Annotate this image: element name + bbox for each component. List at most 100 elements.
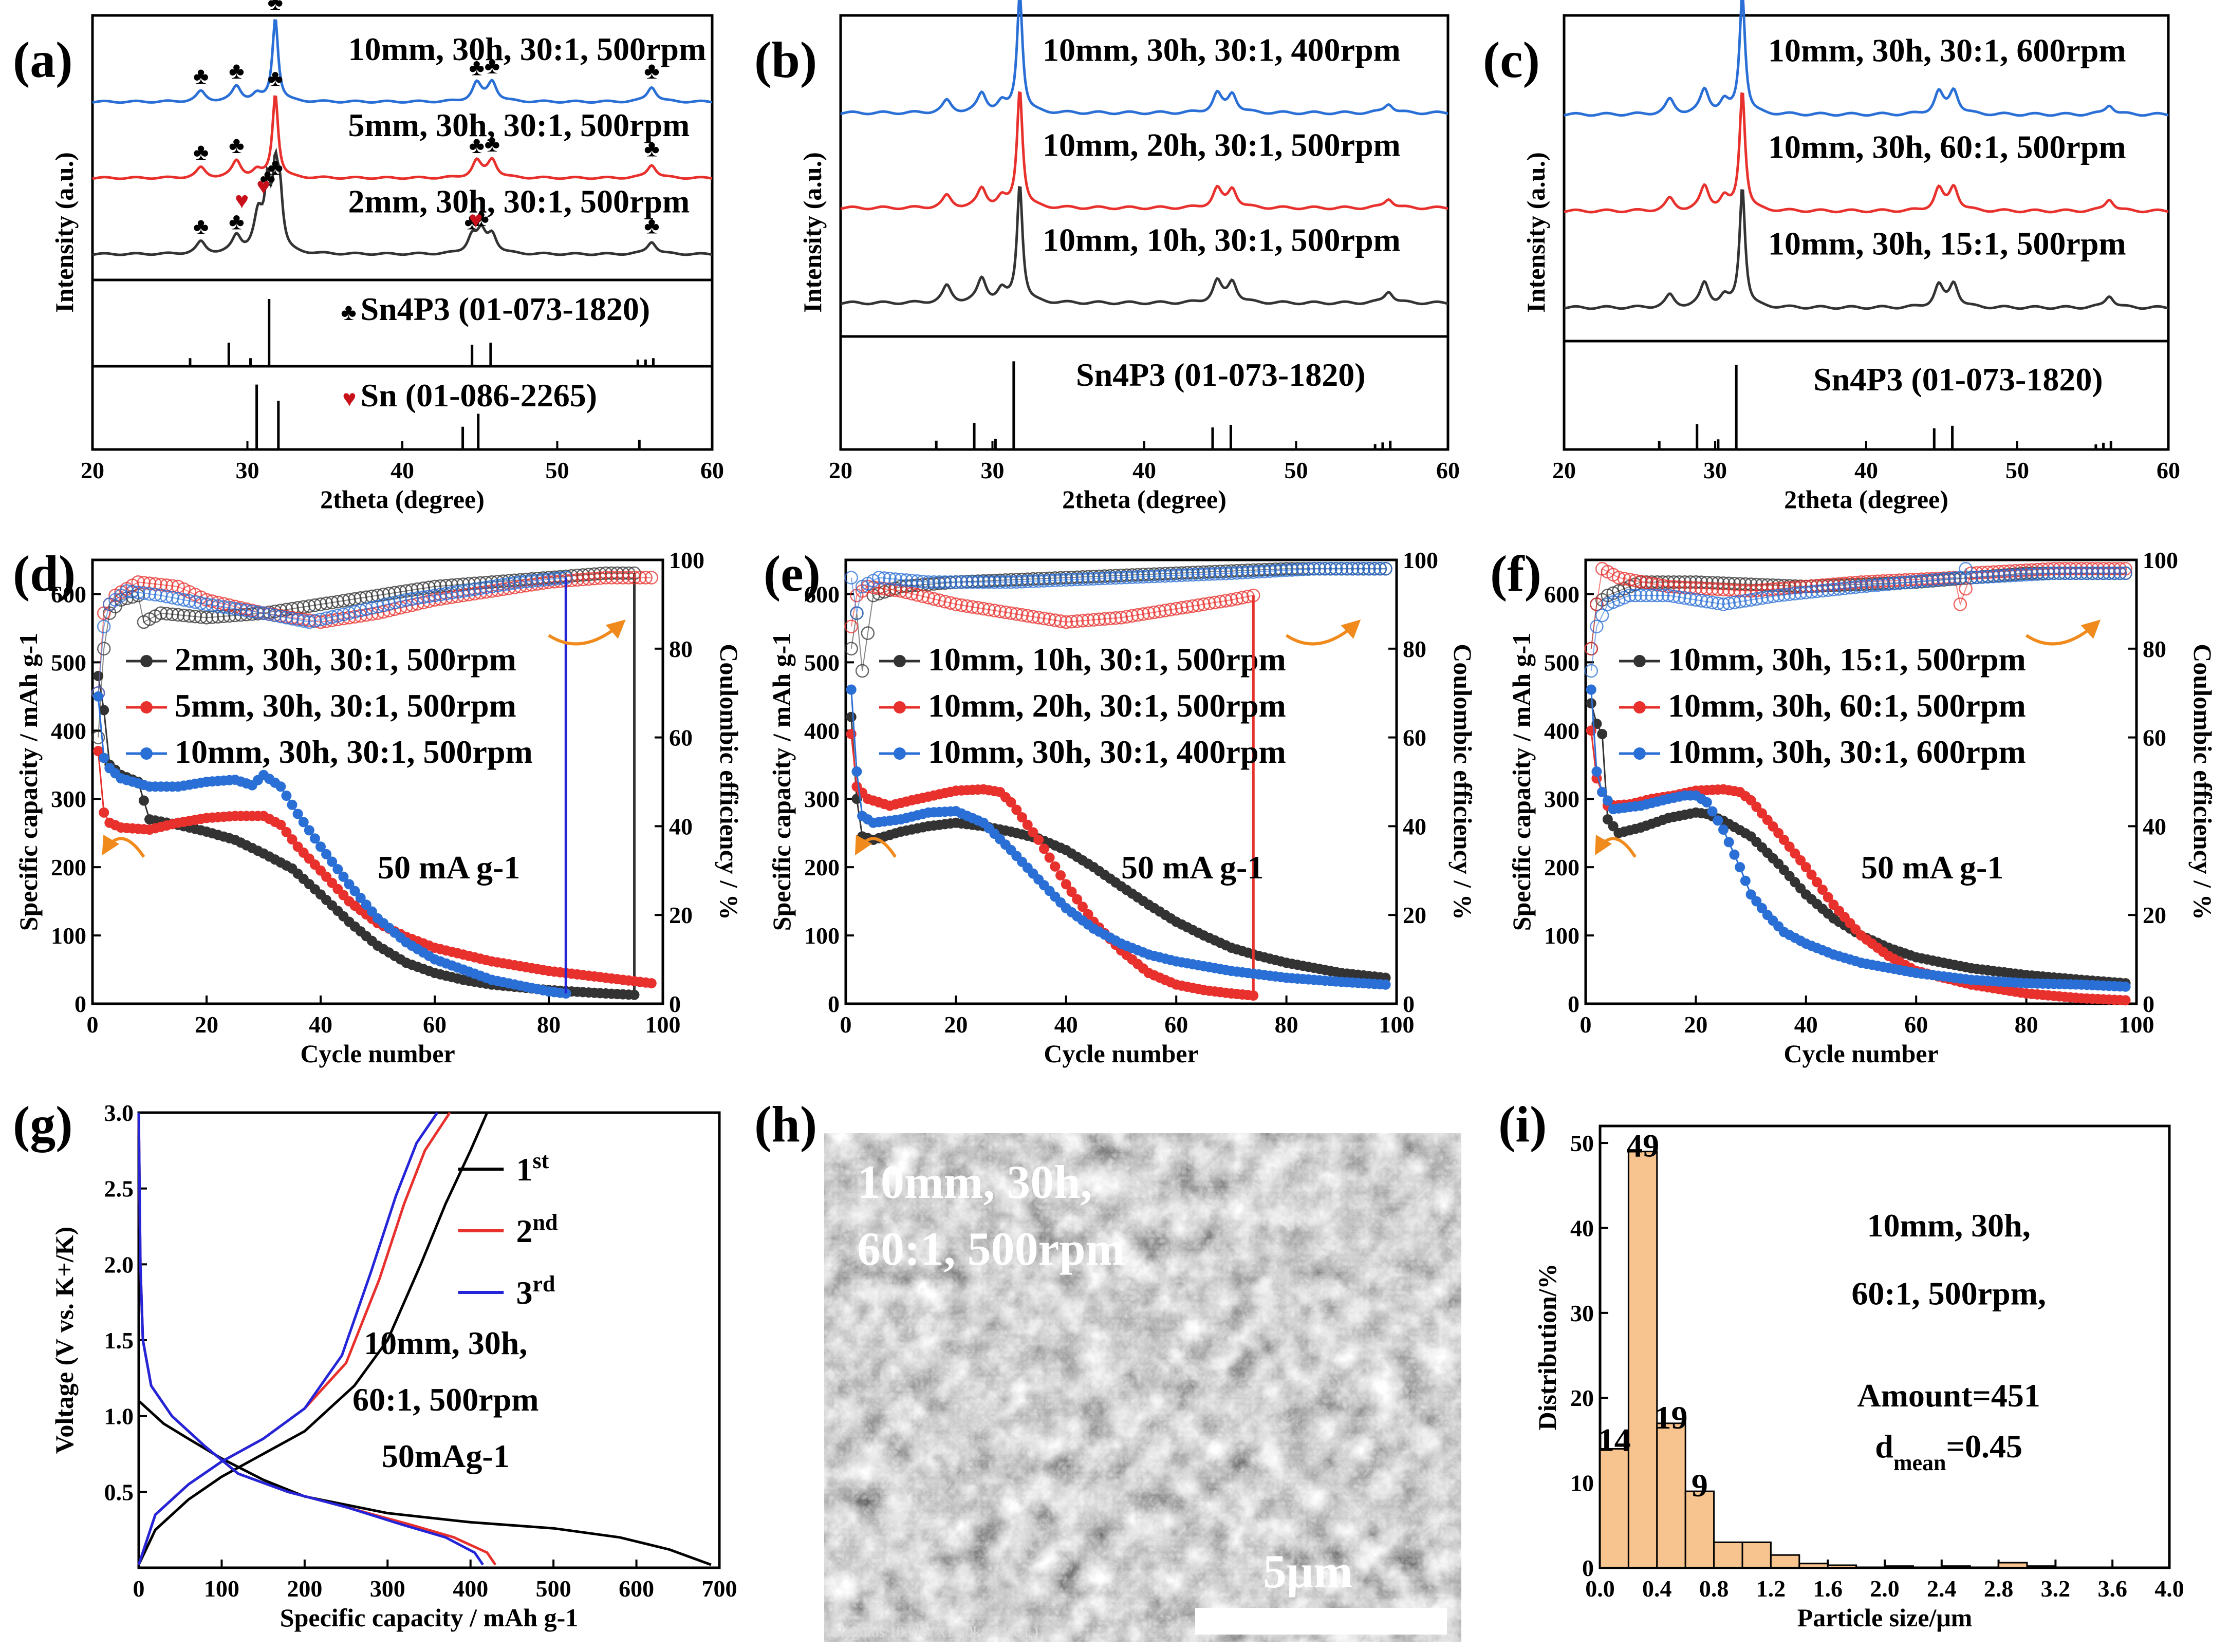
- ce-point: [148, 577, 162, 591]
- right-axis-arrow: [548, 620, 626, 646]
- sem-caption-line2: 60:1, 500rpm: [857, 1223, 1125, 1275]
- clubs-marker: ♣: [229, 208, 244, 234]
- series-label: 10mm, 30h, 30:1, 600rpm: [1768, 32, 2126, 69]
- ce-point: [445, 586, 459, 600]
- ce-point: [239, 604, 253, 617]
- y2-tick-label: 40: [669, 813, 693, 839]
- ce-point: [1805, 585, 1818, 599]
- y2-tick-label: 100: [669, 547, 704, 573]
- heart-marker: ♥: [235, 187, 249, 214]
- x-tick-label: 40: [1054, 1011, 1078, 1038]
- y2-tick-label: 60: [669, 725, 693, 751]
- clubs-marker: ♣: [268, 154, 283, 180]
- ce-point: [1738, 594, 1753, 608]
- y-axis-label: Intensity (a.u.): [1521, 152, 1550, 313]
- bar-value-label: 9: [1692, 1467, 1708, 1504]
- x-tick-label: 40: [1794, 1011, 1818, 1038]
- ce-point: [1048, 613, 1062, 627]
- histogram-bar: [1941, 1565, 1971, 1569]
- ce-point: [234, 603, 248, 617]
- info-line: Amount=451: [1857, 1377, 2040, 1414]
- ce-point: [1821, 583, 1835, 597]
- legend-swatch-dot: [1633, 701, 1646, 714]
- y-tick-label: 0: [1568, 991, 1579, 1017]
- legend-label: 10mm, 20h, 30:1, 500rpm: [928, 687, 1286, 724]
- ce-point: [850, 606, 864, 620]
- x-tick-label: 3.2: [2041, 1575, 2071, 1602]
- y2-tick-label: 100: [2143, 547, 2178, 573]
- x-tick-label: 0: [1580, 1011, 1592, 1038]
- ce-point: [1760, 590, 1775, 604]
- ce-point: [1207, 595, 1222, 610]
- x-tick-label: 0.8: [1699, 1575, 1729, 1602]
- ce-point: [883, 583, 897, 596]
- x-tick-label: 100: [204, 1575, 239, 1602]
- ce-point: [154, 606, 168, 620]
- x-axis-label: 2theta (degree): [1784, 485, 1948, 514]
- ce-point: [120, 584, 134, 598]
- legend-label: 2nd: [516, 1210, 558, 1250]
- left-axis-arrow: [854, 834, 897, 858]
- x-tick-label: 40: [1854, 457, 1878, 483]
- x-tick-label: 20: [1684, 1011, 1707, 1038]
- x-tick-label: 80: [1275, 1011, 1298, 1038]
- y-tick-label: 400: [1544, 718, 1579, 744]
- y-axis-label: Voltage (V vs. K+/K): [50, 1227, 79, 1454]
- clubs-marker: ♣: [469, 54, 485, 80]
- ce-point: [1694, 594, 1708, 608]
- ce-point: [302, 599, 317, 613]
- ce-point: [365, 589, 379, 604]
- histogram-bar: [1884, 1565, 1914, 1569]
- x-tick-label: 2.0: [1870, 1575, 1900, 1602]
- x-tick-label: 100: [2119, 1011, 2154, 1038]
- ce-point: [296, 614, 310, 628]
- ce-point: [439, 587, 453, 600]
- reference-label: Sn4P3 (01-073-1820): [1076, 356, 1366, 393]
- ce-point: [228, 602, 242, 616]
- ce-point: [905, 587, 919, 600]
- ce-point: [982, 603, 996, 617]
- ce-point: [1865, 578, 1879, 593]
- legend-swatch-dot: [140, 701, 153, 714]
- charge-curve: [137, 1112, 489, 1566]
- y2-tick-label: 80: [669, 636, 693, 662]
- ce-point: [416, 590, 431, 604]
- clubs-marker: ♣: [268, 0, 283, 15]
- histogram-bar: [1741, 1541, 1772, 1569]
- y2-tick-label: 20: [669, 902, 693, 928]
- clubs-marker: ♣: [260, 165, 275, 191]
- ce-point: [433, 588, 448, 602]
- series-label: 2mm, 30h, 30:1, 500rpm: [348, 183, 690, 219]
- ce-point: [1909, 574, 1923, 589]
- ce-point: [490, 578, 505, 593]
- left-axis-arrow: [1594, 834, 1637, 858]
- ce-point: [888, 583, 902, 597]
- x-tick-label: 60: [700, 457, 724, 483]
- ce-point: [536, 573, 550, 587]
- xrd-trace: [92, 147, 713, 256]
- sem-footer: Regulus 10.0kV x10.0k LM(UL): [834, 1623, 1038, 1640]
- ce-point: [1683, 592, 1697, 606]
- clubs-marker: ♣: [644, 58, 659, 84]
- y-tick-label: 300: [51, 786, 86, 812]
- x-tick-label: 40: [1132, 457, 1156, 483]
- clubs-marker: ♣: [193, 213, 209, 239]
- ce-point: [1191, 598, 1205, 612]
- x-tick-label: 0.4: [1642, 1575, 1672, 1602]
- y-tick-label: 600: [804, 581, 840, 607]
- ce-point: [508, 576, 522, 590]
- ce-point: [1766, 589, 1780, 604]
- clubs-marker: ♣: [644, 213, 659, 239]
- y-tick-label: 1.5: [104, 1327, 134, 1354]
- ce-point: [1175, 601, 1189, 615]
- rate-annotation: 50 mA g-1: [1861, 849, 2003, 886]
- ce-point: [899, 573, 914, 587]
- x-axis-label: Cycle number: [1044, 1039, 1198, 1068]
- capacity-line: [1590, 689, 2126, 988]
- x-tick-label: 60: [2157, 457, 2180, 483]
- panel-letter-d: (d): [13, 545, 76, 602]
- legend-label: 10mm, 30h, 30:1, 400rpm: [928, 734, 1286, 770]
- panel-letter-h: (h): [754, 1096, 817, 1153]
